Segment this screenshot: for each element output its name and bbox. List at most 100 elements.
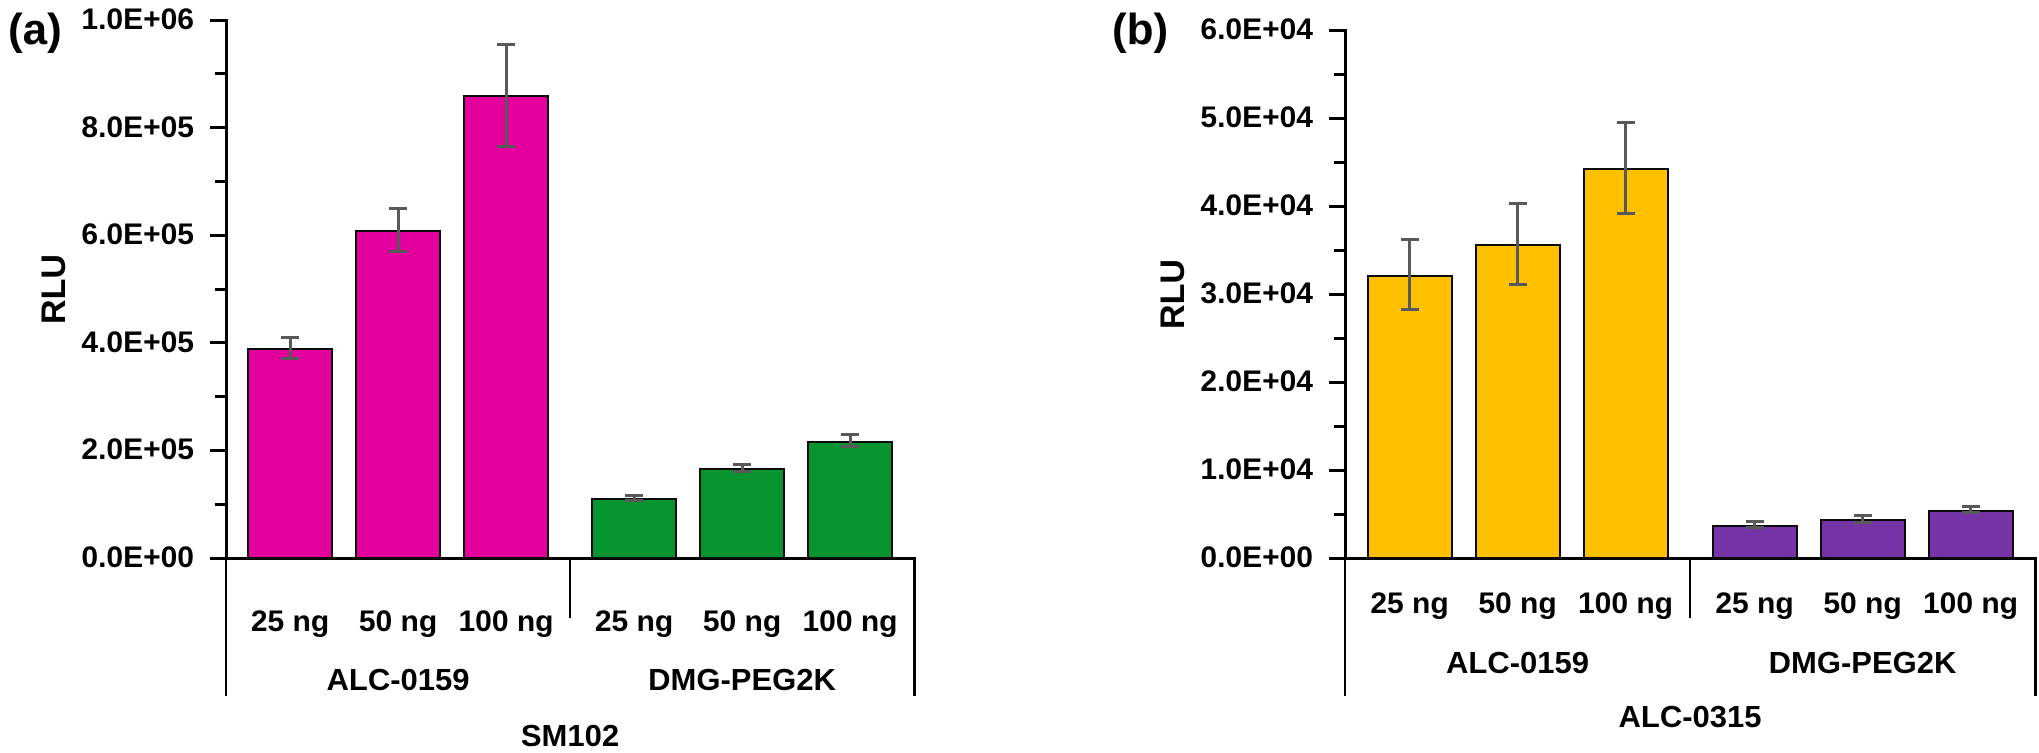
category-label: 100 ng — [802, 605, 898, 638]
category-label: 100 ng — [1922, 587, 2019, 620]
major-tick — [1329, 28, 1344, 32]
group-label-dmg-peg2k: DMG-PEG2K — [1768, 645, 1957, 680]
chart-title-alc0315: ALC-0315 — [1618, 699, 1762, 734]
error-bar-cap-top — [1745, 520, 1764, 524]
major-tick — [1329, 116, 1344, 120]
major-tick — [210, 341, 225, 345]
error-bar-stem — [1516, 203, 1519, 285]
minor-tick — [1334, 72, 1344, 76]
group-divider — [569, 558, 571, 618]
major-tick — [210, 18, 225, 22]
bar-100ng-alc-0159 — [463, 95, 549, 559]
error-bar-cap-bottom — [625, 499, 643, 503]
bar-25ng-dmg-peg2k — [1711, 524, 1798, 559]
category-label: 25 ng — [250, 605, 330, 638]
error-bar-cap-top — [733, 463, 751, 467]
error-bar-stem — [1624, 122, 1627, 214]
y-tick-label: 6.0E+05 — [81, 218, 194, 252]
error-bar-cap-bottom — [1616, 212, 1635, 216]
error-bar-stem — [396, 208, 400, 252]
y-tick-label: 5.0E+04 — [1200, 101, 1313, 134]
major-tick — [1329, 468, 1344, 472]
error-bar-cap-top — [1616, 120, 1635, 124]
error-bar-stem — [1408, 239, 1411, 310]
major-tick — [210, 126, 225, 130]
axis-bracket-right — [2034, 558, 2037, 696]
error-bar-cap-bottom — [733, 469, 751, 473]
minor-tick — [215, 287, 225, 291]
y-tick-label: 3.0E+04 — [1200, 277, 1313, 310]
bar-100ng-dmg-peg2k — [807, 440, 893, 559]
minor-tick — [215, 395, 225, 399]
y-tick-label: 1.0E+04 — [1200, 453, 1313, 486]
major-tick — [1329, 556, 1344, 560]
major-tick — [1329, 204, 1344, 208]
category-label: 25 ng — [1715, 587, 1794, 620]
y-tick-label: 4.0E+04 — [1200, 189, 1313, 222]
error-bar-stem — [504, 44, 508, 147]
minor-tick — [1334, 160, 1344, 164]
panel-letter-a: (a) — [8, 5, 62, 54]
error-bar-stem — [848, 434, 852, 447]
category-label: 50 ng — [358, 605, 438, 638]
y-tick-label: 2.0E+05 — [81, 433, 194, 467]
error-bar-cap-top — [1400, 237, 1419, 241]
y-axis-line — [224, 19, 228, 559]
error-bar-stem — [288, 337, 292, 359]
error-bar-cap-top — [841, 433, 859, 437]
error-bar-cap-bottom — [1961, 511, 1980, 515]
bar-25ng-alc-0159 — [247, 348, 333, 559]
error-bar-stem — [1861, 515, 1864, 523]
group-divider — [1689, 558, 1691, 618]
error-bar-cap-bottom — [281, 357, 299, 361]
error-bar-cap-top — [625, 494, 643, 498]
bar-50ng-dmg-peg2k — [699, 468, 785, 559]
error-bar-cap-bottom — [497, 144, 515, 148]
category-label: 50 ng — [1478, 587, 1557, 620]
bar-50ng-alc-0159 — [1474, 243, 1561, 559]
bar-100ng-alc-0159 — [1582, 168, 1669, 559]
minor-tick — [1334, 512, 1344, 516]
error-bar-cap-bottom — [1853, 521, 1872, 525]
category-label: 25 ng — [1370, 587, 1449, 620]
error-bar-stem — [1969, 506, 1972, 513]
bar-50ng-dmg-peg2k — [1819, 519, 1906, 559]
error-bar-stem — [740, 464, 744, 472]
error-bar-cap-bottom — [1400, 308, 1419, 312]
minor-tick — [1334, 248, 1344, 252]
error-bar-cap-bottom — [389, 249, 407, 253]
major-tick — [210, 556, 225, 560]
minor-tick — [1334, 424, 1344, 428]
major-tick — [210, 233, 225, 237]
error-bar-cap-top — [1508, 201, 1527, 205]
y-tick-label: 0.0E+00 — [1200, 541, 1313, 574]
axis-bracket-right — [913, 558, 916, 696]
major-tick — [1329, 292, 1344, 296]
minor-tick — [215, 72, 225, 76]
minor-tick — [215, 179, 225, 183]
error-bar-stem — [1753, 521, 1756, 528]
error-bar-cap-top — [497, 42, 515, 46]
error-bar-cap-bottom — [841, 445, 859, 449]
axis-bracket-left — [224, 558, 227, 696]
y-axis-line — [1343, 29, 1347, 559]
category-label: 100 ng — [458, 605, 554, 638]
group-label-alc-0159: ALC-0159 — [1446, 645, 1589, 680]
error-bar-cap-bottom — [1508, 282, 1527, 286]
y-tick-label: 8.0E+05 — [81, 110, 194, 144]
error-bar-stem — [632, 495, 636, 501]
major-tick — [1329, 380, 1344, 384]
y-tick-label: 2.0E+04 — [1200, 365, 1313, 398]
minor-tick — [215, 502, 225, 506]
group-label-alc-0159: ALC-0159 — [326, 662, 470, 697]
y-tick-label: 0.0E+00 — [81, 541, 194, 574]
error-bar-cap-top — [1853, 514, 1872, 518]
bar-100ng-dmg-peg2k — [1927, 509, 2014, 559]
error-bar-cap-top — [1961, 505, 1980, 509]
error-bar-cap-bottom — [1745, 525, 1764, 529]
axis-bracket-left — [1343, 558, 1346, 696]
y-tick-label: 4.0E+05 — [81, 325, 194, 359]
